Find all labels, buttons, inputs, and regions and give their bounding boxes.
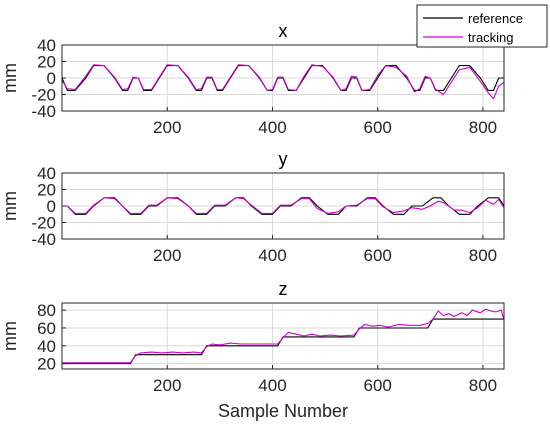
x-tick-label: 800 [469, 118, 497, 137]
y-tick-label: 60 [37, 319, 56, 338]
y-tick-label: -20 [31, 86, 56, 105]
plot-area [62, 303, 504, 369]
y-tick-label: 40 [37, 337, 56, 356]
subplot-title: x [279, 21, 288, 41]
axes-frame [61, 302, 505, 370]
legend-label-reference: reference [468, 11, 523, 26]
series-line-reference [62, 197, 505, 215]
y-axis-label: mm [0, 321, 20, 351]
series-lines [62, 197, 505, 215]
x-tick-label: 400 [258, 246, 286, 265]
x-axis-label: Sample Number [218, 401, 348, 421]
y-axis-label: mm [0, 191, 20, 221]
x-tick-label: 800 [469, 376, 497, 395]
y-tick-label: 0 [47, 69, 56, 88]
y-axis-label: mm [0, 63, 20, 93]
y-tick-label: -20 [31, 214, 56, 233]
subplot-title: z [279, 279, 288, 299]
legend-box [416, 4, 548, 48]
x-tick-label: 400 [258, 376, 286, 395]
x-tick-label: 200 [153, 376, 181, 395]
y-tick-label: -40 [31, 230, 56, 249]
y-tick-label: 80 [37, 301, 56, 320]
x-tick-label: 600 [364, 376, 392, 395]
y-tick-label: 0 [47, 197, 56, 216]
y-tick-label: 20 [37, 53, 56, 72]
x-tick-label: 600 [364, 246, 392, 265]
x-tick-label: 400 [258, 118, 286, 137]
grid [62, 303, 504, 369]
y-tick-label: 20 [37, 355, 56, 374]
series-line-tracking [62, 197, 505, 214]
series-line-tracking [61, 64, 505, 100]
legend: reference tracking [416, 4, 548, 48]
legend-label-tracking: tracking [468, 30, 514, 45]
x-tick-label: 200 [153, 118, 181, 137]
x-tick-label: 800 [469, 246, 497, 265]
y-tick-label: 40 [37, 164, 56, 183]
series-line-tracking [62, 308, 505, 364]
y-tick-label: -40 [31, 102, 56, 121]
y-tick-label: 40 [37, 36, 56, 55]
x-tick-label: 200 [153, 246, 181, 265]
series-lines [62, 308, 505, 365]
y-tick-label: 20 [37, 181, 56, 200]
series-lines [61, 64, 505, 100]
x-tick-label: 600 [364, 118, 392, 137]
subplot-title: y [279, 149, 288, 169]
